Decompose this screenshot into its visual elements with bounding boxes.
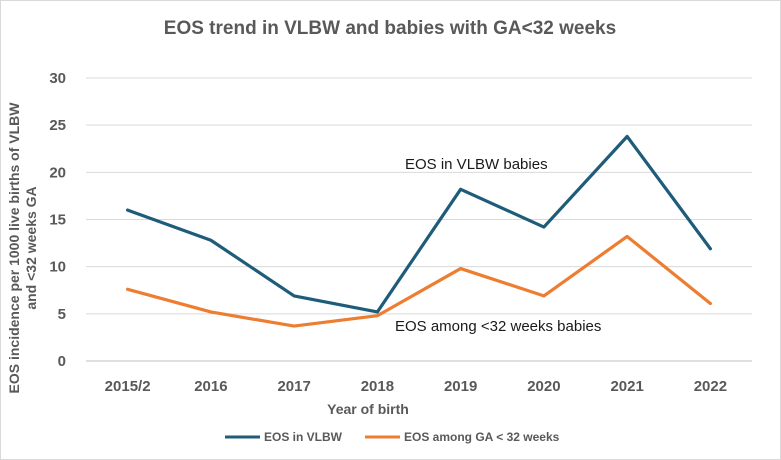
- annotation-vlbw: EOS in VLBW babies: [405, 156, 548, 173]
- chart-title: EOS trend in VLBW and babies with GA<32 …: [164, 18, 616, 39]
- data-point-ga32: [542, 294, 546, 298]
- x-tick-label: 2020: [527, 378, 560, 395]
- data-point-vlbw: [209, 238, 213, 242]
- x-axis-label: Year of birth: [327, 401, 409, 417]
- data-point-ga32: [126, 287, 130, 291]
- legend-label-vlbw: EOS in VLBW: [264, 430, 343, 444]
- legend-label-ga32: EOS among GA < 32 weeks: [404, 430, 560, 444]
- x-tick-label: 2017: [277, 378, 310, 395]
- data-point-vlbw: [625, 135, 629, 138]
- series-line-vlbw: [126, 134, 712, 314]
- y-tick-label: 0: [58, 353, 66, 370]
- x-tick-labels: 2015/2 2016 2017 2018 2019 2020 2021 2022: [105, 378, 727, 395]
- annotation-ga32: EOS among <32 weeks babies: [395, 318, 601, 335]
- data-point-vlbw: [292, 294, 296, 298]
- gridlines: [86, 77, 752, 362]
- data-point-ga32: [708, 302, 712, 305]
- data-point-vlbw: [459, 187, 463, 191]
- data-point-vlbw: [375, 310, 379, 314]
- series-line-ga32: [126, 234, 712, 328]
- y-tick-labels: 0 5 10 15 20 25 30: [49, 70, 66, 370]
- x-tick-label: 2022: [694, 378, 727, 395]
- y-tick-label: 5: [58, 306, 66, 323]
- x-tick-label: 2016: [194, 378, 227, 395]
- x-tick-label: 2015/2: [105, 378, 151, 395]
- y-tick-label: 30: [49, 70, 66, 87]
- data-point-ga32: [625, 235, 629, 238]
- y-tick-label: 10: [49, 259, 66, 276]
- x-tick-label: 2021: [610, 378, 643, 395]
- data-point-vlbw: [708, 247, 712, 251]
- y-tick-label: 15: [49, 212, 66, 229]
- y-axis-label-line2: and <32 weeks GA: [23, 186, 39, 309]
- legend: EOS in VLBW EOS among GA < 32 weeks: [225, 430, 560, 444]
- data-point-ga32: [375, 314, 379, 318]
- data-point-ga32: [292, 324, 296, 328]
- x-tick-label: 2019: [444, 378, 477, 395]
- series-lines: [126, 134, 712, 328]
- y-axis-label: EOS incidence per 1000 live births of VL…: [6, 102, 39, 394]
- data-point-vlbw: [126, 208, 130, 212]
- y-tick-label: 25: [49, 117, 66, 134]
- data-point-ga32: [209, 310, 213, 314]
- data-point-vlbw: [542, 225, 546, 229]
- y-tick-label: 20: [49, 164, 66, 181]
- data-point-ga32: [459, 267, 463, 270]
- x-tick-label: 2018: [361, 378, 394, 395]
- y-axis-label-line1: EOS incidence per 1000 live births of VL…: [6, 102, 22, 394]
